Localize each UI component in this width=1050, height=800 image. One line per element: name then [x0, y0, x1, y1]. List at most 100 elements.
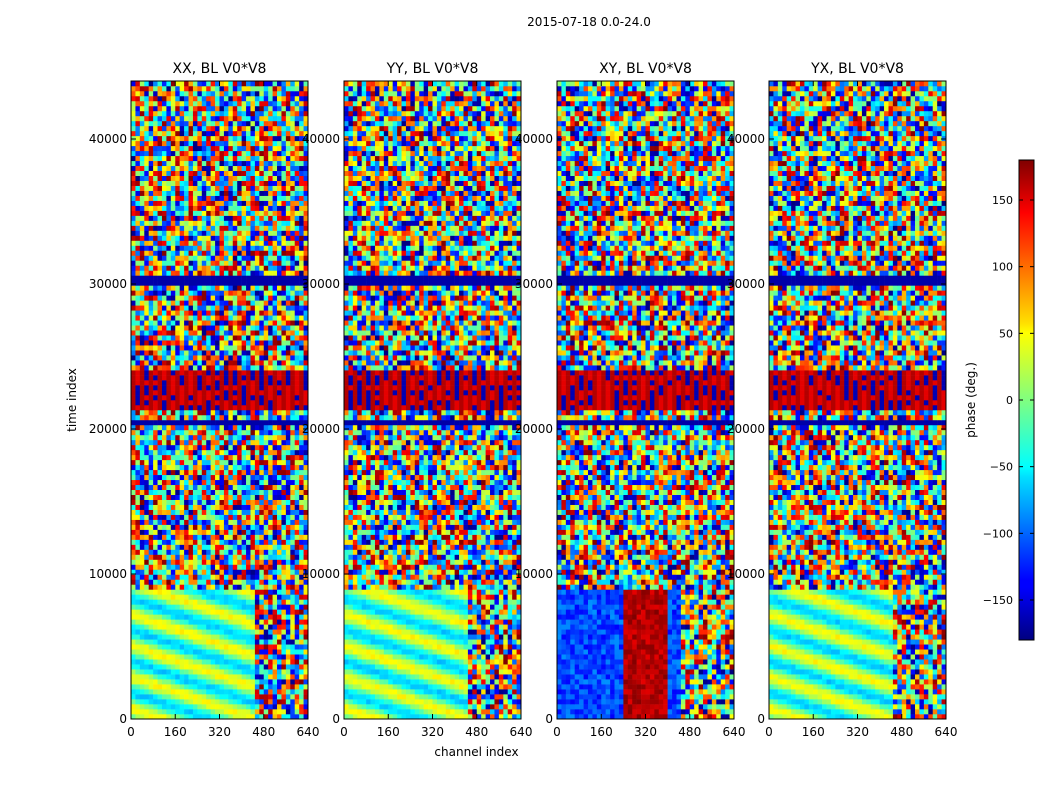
phase-cell [161, 579, 167, 585]
phase-cell [241, 140, 247, 147]
phase-cell [285, 155, 291, 162]
phase-cell [223, 464, 229, 471]
phase-cell [299, 260, 304, 266]
phase-cell [192, 524, 198, 530]
phase-cell [210, 280, 216, 286]
phase-cell [206, 365, 211, 371]
phase-cell [232, 444, 238, 451]
phase-cell [170, 195, 176, 201]
phase-cell [170, 385, 176, 391]
phase-cell [285, 444, 291, 451]
phase-cell [303, 165, 309, 172]
phase-cell [197, 105, 203, 112]
phase-cell [148, 504, 154, 510]
phase-cell [228, 624, 234, 630]
phase-cell [197, 569, 203, 575]
phase-cell [153, 479, 158, 486]
phase-cell [188, 464, 194, 471]
phase-cell [223, 424, 229, 431]
phase-cell [166, 295, 172, 301]
phase-cell [201, 484, 207, 491]
phase-cell [210, 165, 216, 172]
phase-cell [135, 120, 141, 127]
phase-cell [277, 135, 282, 142]
phase-cell [153, 694, 158, 700]
phase-cell [303, 145, 309, 152]
phase-cell [201, 699, 207, 705]
phase-cell [201, 385, 207, 391]
phase-cell [223, 95, 229, 102]
phase-cell [232, 160, 238, 167]
phase-cell [131, 130, 136, 137]
phase-cell [268, 569, 273, 575]
phase-cell [161, 125, 167, 132]
phase-cell [259, 135, 265, 142]
phase-cell [277, 584, 282, 590]
phase-cell [285, 235, 291, 241]
phase-cell [294, 285, 300, 291]
phase-cell [250, 220, 256, 226]
phase-cell [277, 589, 282, 595]
phase-cell [135, 300, 141, 306]
phase-cell [131, 469, 136, 476]
phase-cell [223, 674, 229, 680]
phase-cell [148, 385, 154, 391]
phase-cell [223, 419, 229, 426]
phase-cell [184, 464, 189, 471]
phase-cell [223, 180, 229, 186]
phase-cell [277, 225, 282, 231]
phase-cell [175, 300, 180, 306]
phase-cell [215, 345, 220, 351]
phase-cell [237, 100, 242, 107]
phase-cell [250, 714, 256, 720]
phase-cell [246, 474, 251, 481]
phase-cell [135, 195, 141, 201]
phase-cell [290, 125, 296, 132]
phase-cell [241, 459, 247, 466]
phase-cell [250, 335, 256, 341]
phase-cell [237, 110, 242, 117]
phase-cell [210, 439, 216, 446]
phase-cell [206, 280, 211, 286]
phase-cell [131, 699, 136, 705]
phase-cell [268, 340, 273, 346]
phase-cell [268, 414, 273, 421]
phase-cell [184, 250, 189, 256]
phase-cell [241, 260, 247, 266]
phase-cell [277, 245, 282, 251]
phase-cell [299, 245, 304, 251]
phase-cell [197, 340, 203, 346]
phase-cell [197, 325, 203, 331]
phase-cell [272, 180, 278, 186]
phase-cell [153, 110, 158, 117]
phase-cell [139, 270, 145, 276]
phase-cell [277, 290, 282, 296]
phase-cell [188, 514, 194, 520]
phase-cell [170, 340, 176, 346]
phase-cell [175, 350, 180, 356]
phase-cell [139, 659, 145, 665]
phase-cell [241, 335, 247, 341]
phase-cell [246, 469, 251, 476]
phase-cell [131, 404, 136, 411]
phase-cell [223, 649, 229, 655]
phase-cell [241, 604, 247, 610]
phase-cell [272, 230, 278, 236]
phase-cell [237, 290, 242, 296]
phase-cell [299, 639, 304, 645]
phase-cell [237, 624, 242, 630]
phase-cell [268, 315, 273, 321]
phase-cell [197, 400, 203, 406]
phase-cell [285, 419, 291, 426]
phase-cell [232, 674, 238, 680]
phase-cell [184, 589, 189, 595]
phase-cell [144, 484, 149, 491]
phase-cell [144, 574, 149, 580]
phase-cell [184, 459, 189, 466]
phase-cell [210, 419, 216, 426]
phase-cell [250, 549, 256, 555]
phase-cell [219, 549, 225, 555]
phase-cell [232, 419, 238, 426]
phase-cell [303, 365, 309, 371]
phase-cell [179, 260, 185, 266]
